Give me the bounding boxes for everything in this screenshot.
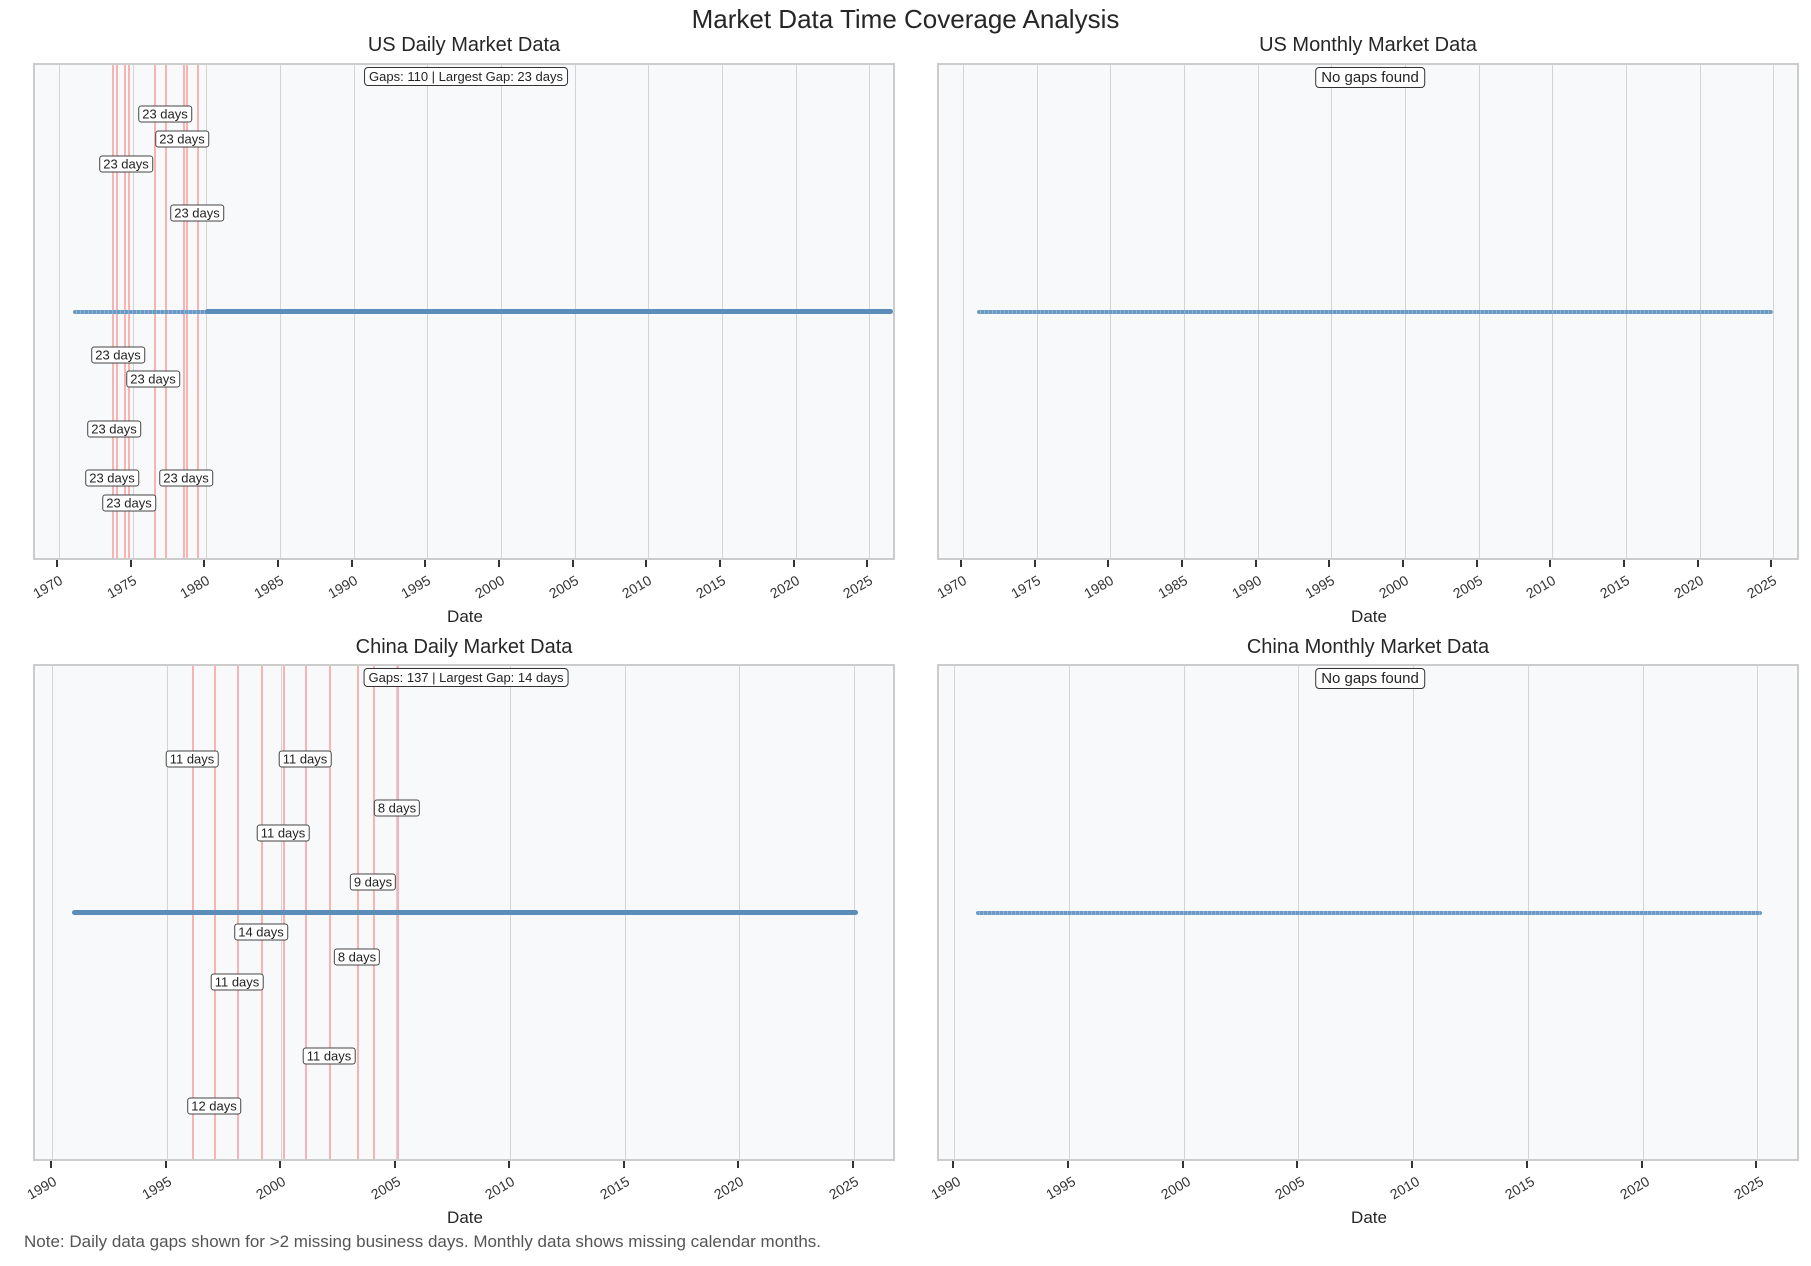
x-tick-label: 1970: [934, 572, 969, 602]
plot-area: No gaps found: [937, 63, 1799, 560]
x-tick-label: 1995: [398, 572, 433, 602]
x-tick-label: 2015: [1502, 1173, 1537, 1203]
x-tick-label: 2020: [711, 1173, 746, 1203]
x-tick-label: 1985: [251, 572, 286, 602]
plot-area: Gaps: 110 | Largest Gap: 23 days 23 days…: [33, 63, 895, 560]
x-tick-label: 2025: [1731, 1173, 1766, 1203]
x-tick-label: 2015: [597, 1173, 632, 1203]
x-tick-label: 2020: [767, 572, 802, 602]
panel-china-daily: China Daily Market Data Gaps: 137 | Larg…: [0, 602, 905, 1242]
x-tick-label: 2005: [1272, 1173, 1307, 1203]
gap-summary-badge: Gaps: 137 | Largest Gap: 14 days: [363, 668, 569, 687]
x-tick-label: 2000: [472, 572, 507, 602]
x-tick-label: 2020: [1671, 572, 1706, 602]
x-tick-label: 2015: [1597, 572, 1632, 602]
gap-label: 23 days: [170, 204, 224, 222]
panel-china-monthly: China Monthly Market Data No gaps found …: [904, 602, 1811, 1242]
panel-title: US Daily Market Data: [367, 34, 561, 56]
x-tick-label: 1995: [1302, 572, 1337, 602]
gap-label: 9 days: [349, 873, 397, 891]
x-tick-label: 1975: [104, 572, 139, 602]
coverage-line: [976, 911, 1762, 915]
gap-label: 11 days: [256, 824, 310, 842]
x-tick-label: 1980: [177, 572, 212, 602]
coverage-line-early: [73, 310, 208, 314]
x-tick-label: 1995: [1043, 1173, 1078, 1203]
x-tick-label: 2015: [693, 572, 728, 602]
gap-label: 11 days: [302, 1047, 356, 1065]
gap-label: 14 days: [234, 923, 288, 941]
gap-label: 12 days: [187, 1097, 241, 1115]
x-tick-label: 2025: [1744, 572, 1779, 602]
x-tick-label: 2010: [1387, 1173, 1422, 1203]
figure-note: Note: Daily data gaps shown for >2 missi…: [24, 1232, 822, 1251]
plot-area: Gaps: 137 | Largest Gap: 14 days 11 days…: [33, 664, 895, 1161]
gap-label: 23 days: [126, 370, 180, 388]
panel-us-daily: US Daily Market Data Gaps: 110 | Largest…: [0, 0, 905, 640]
gap-label: 8 days: [333, 948, 381, 966]
x-tick-label: 1995: [139, 1173, 174, 1203]
x-axis-label: Date: [1351, 607, 1387, 626]
gap-label: 11 days: [165, 750, 219, 768]
gap-label: 11 days: [210, 973, 264, 991]
panel-title: China Daily Market Data: [355, 636, 573, 658]
gap-label: 23 days: [85, 469, 139, 487]
x-tick-label: 1970: [30, 572, 65, 602]
gap-label: 11 days: [278, 750, 332, 768]
gap-label: 23 days: [159, 469, 213, 487]
plot-area: No gaps found: [937, 664, 1799, 1161]
x-tick-label: 1975: [1008, 572, 1043, 602]
coverage-line: [977, 310, 1773, 314]
panel-title: China Monthly Market Data: [1246, 636, 1490, 658]
x-tick-label: 1990: [325, 572, 360, 602]
coverage-line: [72, 910, 858, 915]
x-tick-label: 2005: [546, 572, 581, 602]
panel-title: US Monthly Market Data: [1259, 34, 1477, 56]
x-tick-label: 1985: [1155, 572, 1190, 602]
x-tick-label: 2000: [1376, 572, 1411, 602]
gap-label: 23 days: [138, 105, 192, 123]
x-tick-label: 2010: [482, 1173, 517, 1203]
x-tick-label: 2005: [1450, 572, 1485, 602]
gap-label: 8 days: [373, 799, 421, 817]
gap-summary-badge: No gaps found: [1315, 67, 1425, 88]
panel-us-monthly: US Monthly Market Data No gaps found 197…: [904, 0, 1811, 640]
x-axis-label: Date: [447, 607, 483, 626]
gap-label: 23 days: [155, 130, 209, 148]
x-tick-label: 1990: [24, 1173, 59, 1203]
x-tick-label: 1990: [1229, 572, 1264, 602]
gap-summary-badge: Gaps: 110 | Largest Gap: 23 days: [364, 67, 568, 86]
x-tick-label: 2020: [1617, 1173, 1652, 1203]
x-tick-label: 2010: [1523, 572, 1558, 602]
x-tick-label: 2000: [1158, 1173, 1193, 1203]
x-tick-label: 2010: [619, 572, 654, 602]
x-tick-label: 2005: [368, 1173, 403, 1203]
x-axis-label: Date: [1351, 1208, 1387, 1227]
x-tick-label: 2025: [826, 1173, 861, 1203]
gap-label: 23 days: [99, 155, 153, 173]
x-tick-label: 1980: [1081, 572, 1116, 602]
x-tick-label: 1990: [928, 1173, 963, 1203]
x-tick-label: 2025: [840, 572, 875, 602]
gap-summary-badge: No gaps found: [1315, 668, 1425, 689]
figure-title: Market Data Time Coverage Analysis: [691, 4, 1120, 34]
gap-label: 23 days: [102, 494, 156, 512]
x-tick-label: 2000: [253, 1173, 288, 1203]
coverage-line: [205, 309, 893, 314]
gap-label: 23 days: [91, 346, 145, 364]
gap-label: 23 days: [87, 420, 141, 438]
x-axis-label: Date: [447, 1208, 483, 1227]
